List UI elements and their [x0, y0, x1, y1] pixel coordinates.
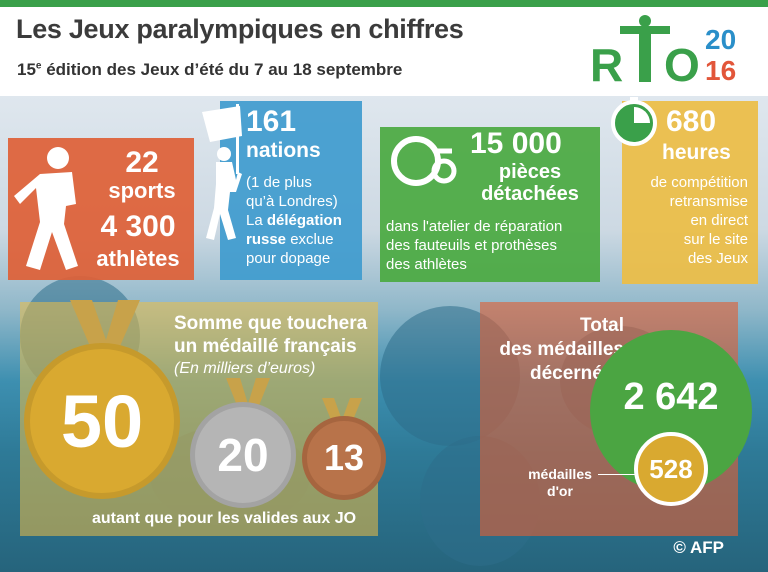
gold-medals-circle: 528 — [634, 432, 708, 506]
athletes-value: 4 300 — [100, 210, 176, 243]
nations-note: (1 de plus qu’à Londres) La délégation r… — [246, 174, 342, 267]
bronze-prize-value: 13 — [323, 437, 365, 478]
hours-desc: de compétition retransmise en direct sur… — [650, 174, 748, 267]
spare-parts-box: 15 000 pièces détachées dans l'atelier d… — [380, 127, 600, 282]
year-logo: 20 16 — [705, 24, 736, 86]
silver-medal: 20 — [190, 402, 296, 508]
athletes-label: athlètes — [96, 246, 180, 271]
prize-title: Somme que touchera un médaillé français — [174, 313, 368, 357]
bronze-ribbon-icon — [322, 398, 362, 432]
page-title: Les Jeux paralympiques en chiffres — [16, 14, 464, 44]
silver-ribbon-icon — [226, 378, 270, 418]
sports-label: sports — [108, 178, 176, 203]
parts-desc: dans l'atelier de réparation des fauteui… — [386, 218, 563, 273]
bronze-medal: 13 — [302, 416, 386, 500]
afp-credit: © AFP — [673, 538, 724, 557]
sports-value: 22 — [125, 146, 159, 179]
stopwatch-icon — [611, 97, 657, 146]
prize-footnote: autant que pour les valides aux JO — [92, 510, 357, 527]
year-top: 20 — [705, 24, 737, 55]
year-bottom: 16 — [705, 55, 737, 86]
parts-value: 15 000 — [470, 127, 562, 160]
christ-statue-icon — [620, 15, 670, 82]
wheelchair-wheel-icon — [391, 136, 457, 186]
top-rule — [0, 0, 768, 7]
sports-athletes-box: 22 sports 4 300 athlètes — [8, 138, 194, 280]
gold-medals-label: médailles d'or — [528, 466, 592, 499]
page-subtitle: 15e édition des Jeux d’été du 7 au 18 se… — [17, 60, 403, 79]
gold-medal: 50 — [24, 343, 180, 499]
flag-bearer-icon — [202, 104, 242, 240]
nations-box: 161 nations (1 de plus qu’à Londres) La … — [220, 101, 362, 280]
gold-leader-line — [598, 474, 636, 475]
rio-logo: RIO — [590, 39, 714, 91]
nations-label: nations — [246, 139, 321, 162]
total-medals-value: 2 642 — [623, 376, 719, 418]
parts-label-2: détachées — [481, 183, 579, 205]
gold-prize-value: 50 — [60, 379, 144, 463]
nations-value: 161 — [246, 105, 297, 138]
parts-label-1: pièces — [498, 161, 562, 183]
silver-prize-value: 20 — [217, 429, 269, 481]
athlete-icon — [14, 147, 78, 270]
prize-unit: (En milliers d’euros) — [174, 360, 316, 377]
hours-value: 680 — [666, 105, 717, 138]
gold-medals-value: 528 — [649, 453, 693, 484]
hours-label: heures — [662, 141, 731, 164]
gold-ribbon-icon — [70, 300, 140, 360]
